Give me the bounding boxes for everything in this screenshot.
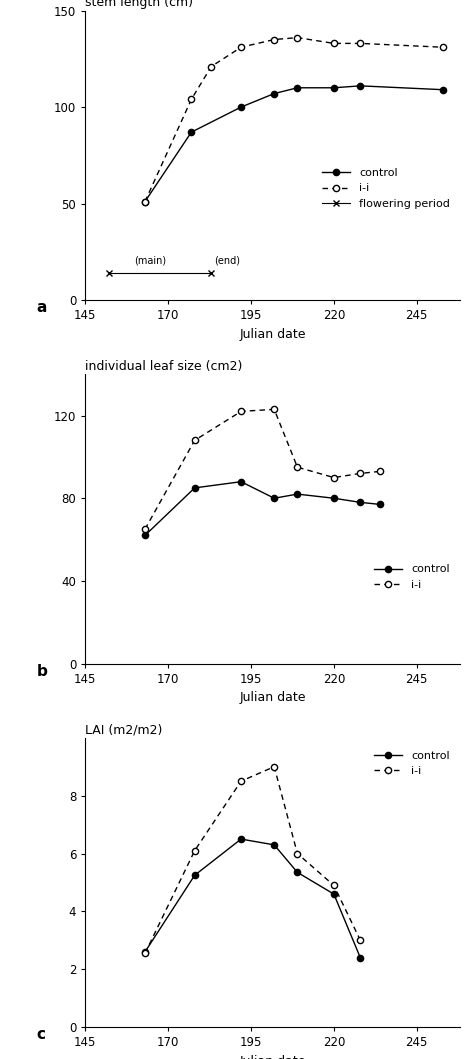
Text: stem length (cm): stem length (cm) <box>85 0 193 10</box>
Legend: control, i-i, flowering period: control, i-i, flowering period <box>318 163 454 214</box>
X-axis label: Julian date: Julian date <box>239 1055 306 1059</box>
Text: c: c <box>36 1027 46 1042</box>
Text: LAI (m2/m2): LAI (m2/m2) <box>85 723 163 737</box>
X-axis label: Julian date: Julian date <box>239 692 306 704</box>
Text: b: b <box>36 664 47 679</box>
Legend: control, i-i: control, i-i <box>370 747 454 780</box>
Text: individual leaf size (cm2): individual leaf size (cm2) <box>85 360 243 373</box>
X-axis label: Julian date: Julian date <box>239 327 306 341</box>
Legend: control, i-i: control, i-i <box>370 560 454 594</box>
Text: a: a <box>36 300 47 315</box>
Text: (main): (main) <box>134 255 166 266</box>
Text: (end): (end) <box>215 255 241 266</box>
